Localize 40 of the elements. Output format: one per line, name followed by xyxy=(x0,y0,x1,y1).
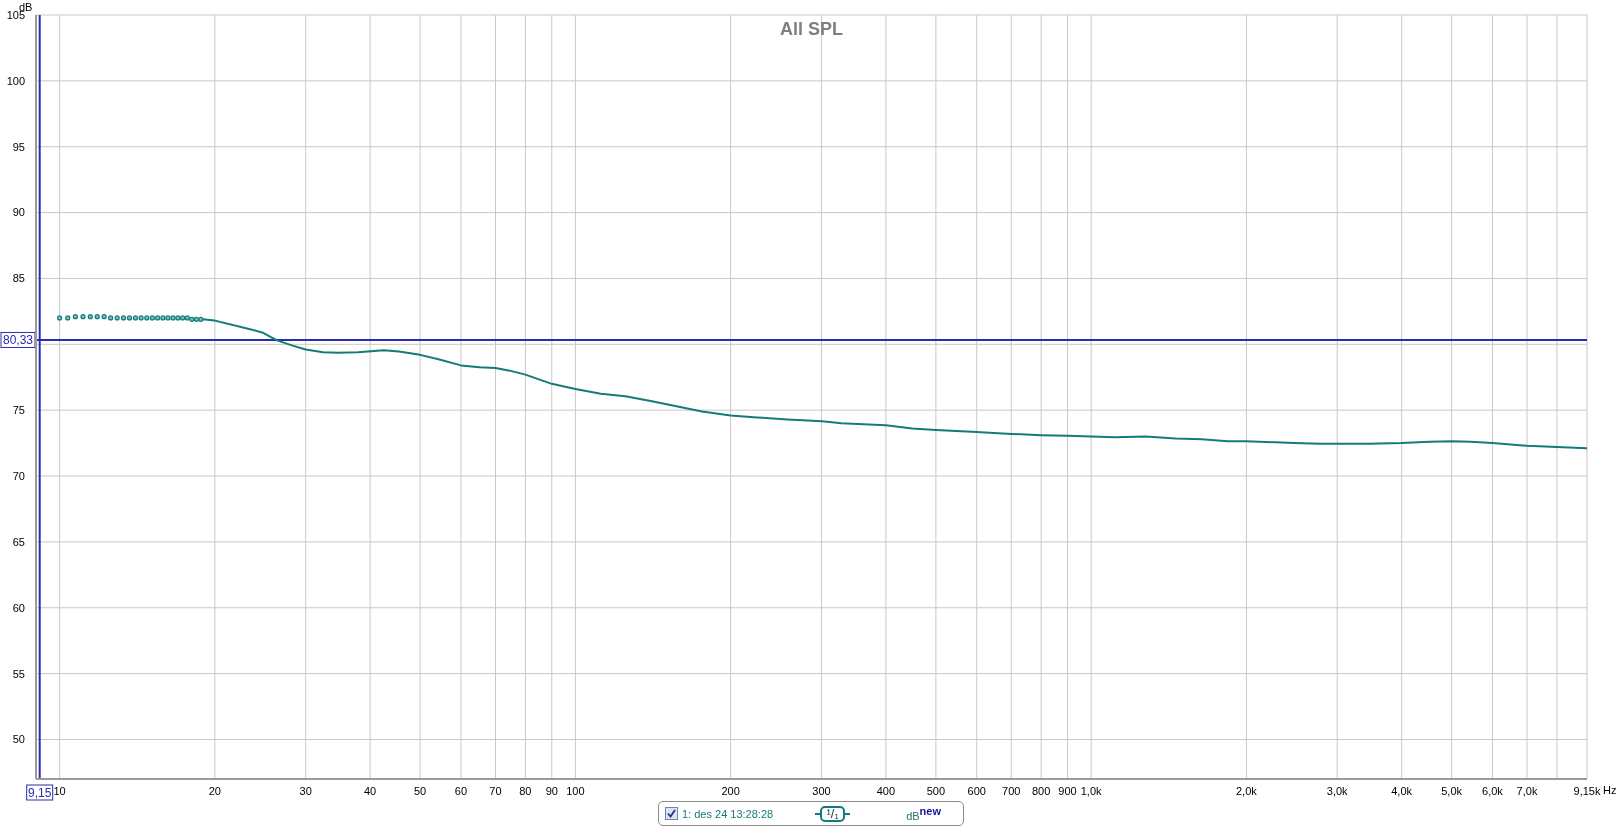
y-tick-label: 100 xyxy=(6,74,25,87)
x-tick-label: 3,0k xyxy=(1326,784,1349,797)
x-tick-label: 400 xyxy=(876,784,896,797)
x-tick-label: 4,0k xyxy=(1391,784,1413,797)
x-tick-label: 80 xyxy=(519,784,532,797)
x-tick-label: 50 xyxy=(413,784,427,797)
y-tick-label: 50 xyxy=(12,733,25,746)
x-tick-label: 9,15k xyxy=(1573,784,1601,797)
x-tick-label: 100 xyxy=(566,784,585,797)
y-tick-label: 75 xyxy=(12,404,25,417)
y-tick-label: 85 xyxy=(12,272,25,285)
x-tick-label: 1,0k xyxy=(1080,784,1103,797)
y-tick-label: 90 xyxy=(12,206,25,219)
y-tick-label: 70 xyxy=(12,469,25,482)
x-axis-title: Hz xyxy=(1603,784,1617,796)
x-tick-label: 500 xyxy=(926,784,946,797)
chart-title: All SPL xyxy=(779,19,844,40)
x-tick-label: 30 xyxy=(299,784,312,797)
x-tick-label: 200 xyxy=(721,784,740,797)
x-tick-label: 700 xyxy=(1002,784,1021,797)
y-tick-label: 65 xyxy=(12,535,25,548)
x-tick-label: 6,0k xyxy=(1482,784,1504,797)
x-tick-label: 10 xyxy=(53,784,66,797)
x-tick-label: 5,0k xyxy=(1441,784,1463,797)
x-tick-label: 2,0k xyxy=(1235,784,1258,797)
x-tick-label: 90 xyxy=(545,784,558,797)
x-tick-label: 70 xyxy=(489,784,502,797)
x-tick-label: 20 xyxy=(208,784,221,797)
x-tick-label: 900 xyxy=(1058,784,1077,797)
y-tick-label: 95 xyxy=(12,140,25,153)
y-tick-label: 55 xyxy=(12,667,25,680)
text: 1: des 24 13:28:28 xyxy=(682,807,774,820)
x-tick-label: 800 xyxy=(1031,784,1051,797)
x-tick-label: 40 xyxy=(364,784,377,797)
x-tick-label: 60 xyxy=(454,784,468,797)
x-tick-label: 300 xyxy=(812,784,831,797)
y-tick-label: 60 xyxy=(12,601,25,614)
x-tick-label: 7,0k xyxy=(1516,784,1538,797)
x-tick-label: 600 xyxy=(967,784,986,797)
text: ¹/₁ xyxy=(825,805,840,822)
